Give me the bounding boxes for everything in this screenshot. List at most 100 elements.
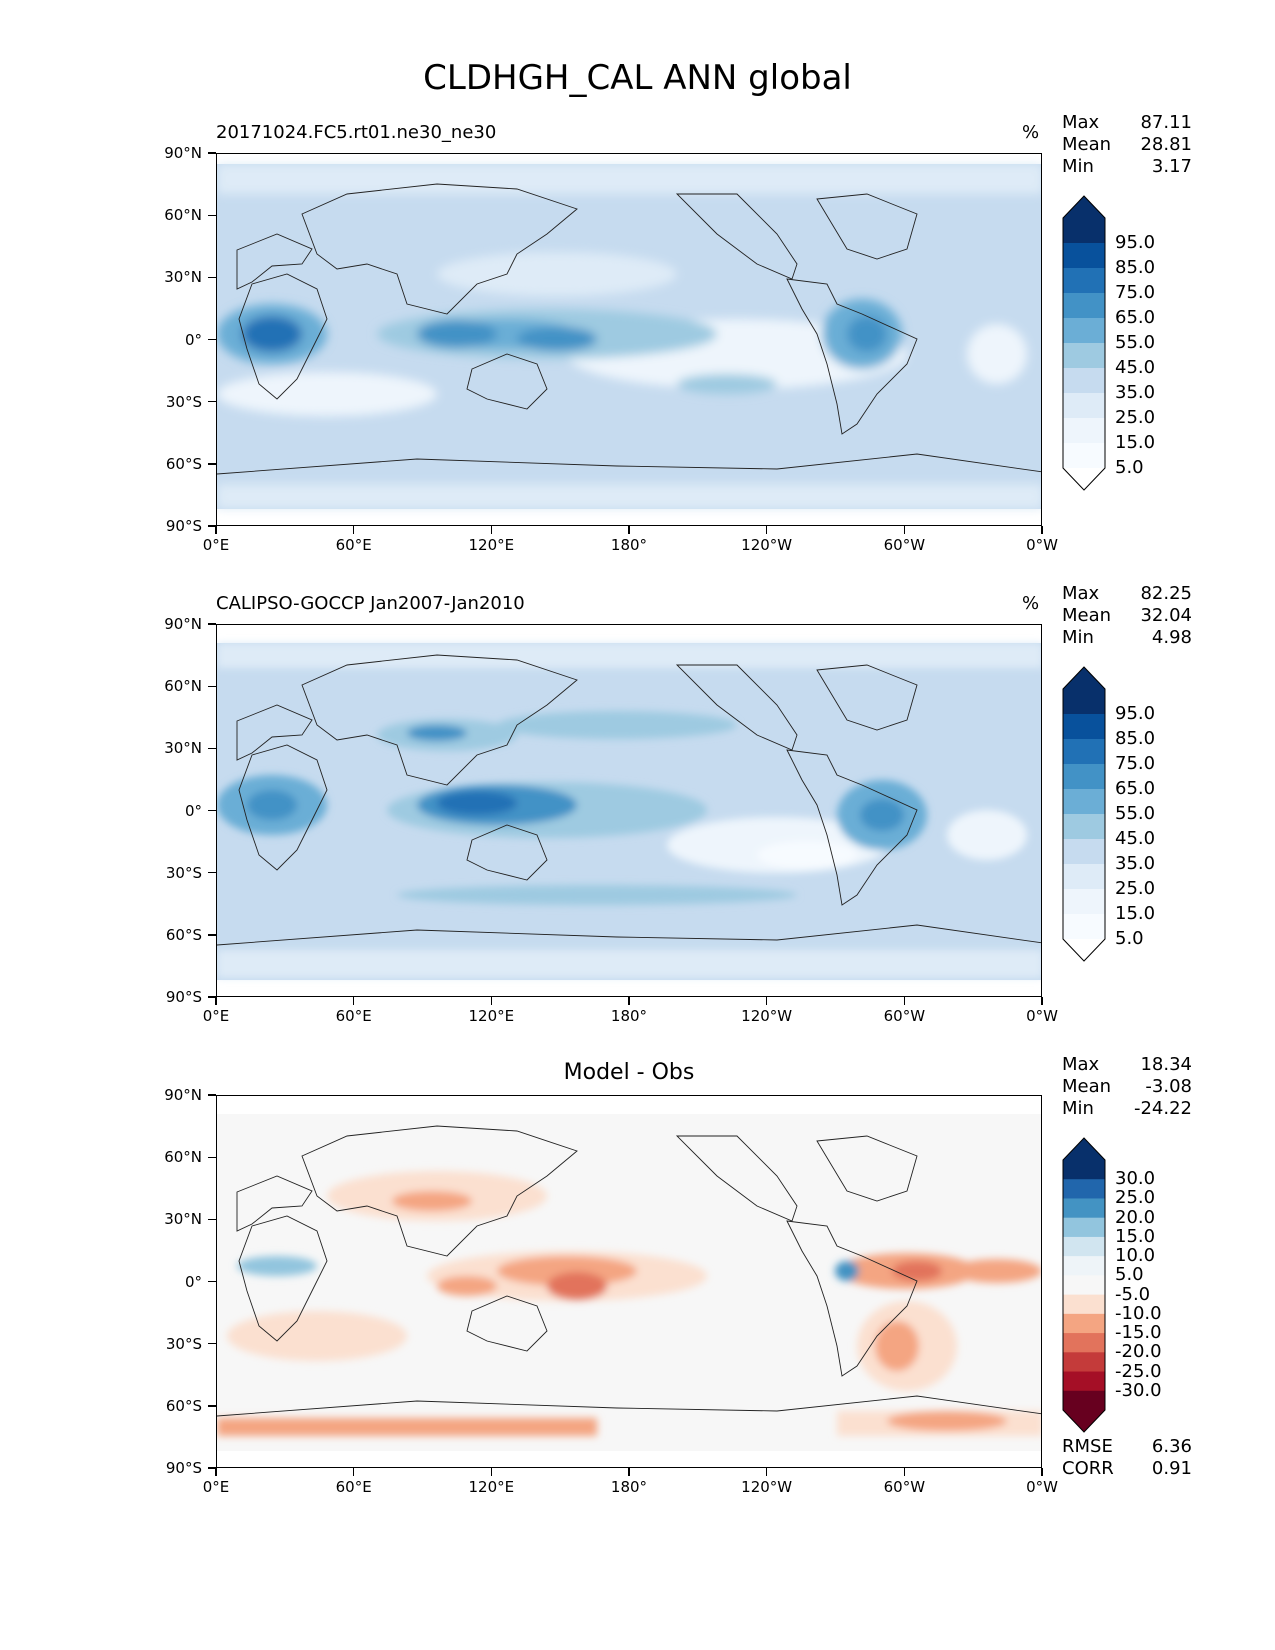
colorbar-segment (1063, 1179, 1105, 1199)
lon-tick-mark (903, 526, 906, 534)
colorbar-extend-min (1063, 468, 1105, 490)
lat-tick-mark (208, 525, 216, 527)
colorbar-tick-label: 20.0 (1115, 1206, 1156, 1228)
colorbar-segment (1063, 689, 1105, 715)
lat-tick-mark (208, 747, 216, 750)
colorbar-segment (1063, 914, 1105, 940)
colorbar-tick-label: 65.0 (1115, 778, 1156, 799)
lat-tick-mark (208, 214, 216, 216)
lat-tick-mark (208, 1343, 216, 1345)
colorbar-segment (1063, 1275, 1105, 1296)
colorbar-extend-min (1063, 1410, 1105, 1432)
lat-tick-label: 30°N (164, 268, 202, 287)
map-field (217, 154, 1041, 525)
colorbar-segment (1063, 443, 1105, 469)
colorbar-tick-label: 95.0 (1115, 232, 1156, 253)
colorbar-tick-label: -25.0 (1115, 1360, 1162, 1382)
lon-tick-mark (490, 1468, 493, 1476)
colorbar-segment (1063, 1390, 1105, 1411)
colorbar-tick-label: 55.0 (1115, 332, 1156, 353)
lon-tick-label: 0°E (202, 536, 230, 554)
colorbar-tick-label: 45.0 (1115, 828, 1156, 849)
colorbar-segment (1063, 243, 1105, 269)
lon-tick-mark (628, 526, 630, 534)
colorbar-tick-label: 25.0 (1115, 878, 1156, 899)
lat-tick-label: 30°S (165, 863, 202, 882)
lon-tick-label: 60°E (335, 536, 372, 554)
lat-tick-mark (208, 1156, 216, 1158)
units-label: % (1022, 122, 1040, 143)
colorbar-segment (1063, 1333, 1105, 1353)
panel-title: Model - Obs (563, 1060, 695, 1085)
lon-tick-mark (490, 997, 493, 1005)
lon-tick-mark (1041, 997, 1043, 1005)
colorbar-segment (1063, 1217, 1105, 1238)
colorbar-segment (1063, 764, 1105, 790)
lat-tick-label: 90°S (165, 517, 202, 535)
lon-tick-mark (628, 1468, 630, 1476)
lat-tick-label: 60°N (164, 1148, 202, 1167)
colorbar-segment (1063, 1236, 1105, 1257)
colorbar-tick-label: 85.0 (1115, 257, 1156, 278)
lon-tick-label: 0°E (202, 1007, 230, 1025)
lat-tick-label: 90°S (165, 1459, 202, 1477)
colorbar-segment (1063, 418, 1105, 444)
colorbar-tick-label: 5.0 (1115, 457, 1144, 478)
colorbar-segment (1063, 368, 1105, 394)
colorbar-tick-label: 95.0 (1115, 703, 1156, 724)
lat-tick-label: 30°S (165, 1334, 202, 1353)
map-field (217, 1096, 1041, 1467)
lat-tick-mark (208, 934, 216, 936)
lon-tick-label: 0°W (1026, 1478, 1058, 1496)
colorbar-graphic (1062, 1137, 1106, 1433)
lat-tick-label: 60°S (165, 925, 202, 944)
colorbar-tick-label: 15.0 (1115, 432, 1156, 453)
lat-tick-mark (208, 685, 216, 687)
lon-tick-label: 180° (610, 536, 648, 554)
colorbar-tick-label: -10.0 (1115, 1302, 1162, 1324)
lon-tick-mark (1041, 526, 1043, 534)
lon-tick-label: 120°W (741, 1007, 793, 1025)
map-plot-area (216, 624, 1042, 997)
lat-tick-label: 0° (184, 801, 202, 820)
colorbar-tick-label: 75.0 (1115, 753, 1156, 774)
map-plot-area (216, 153, 1042, 526)
lat-tick-label: 60°S (165, 1396, 202, 1415)
colorbar (1062, 666, 1106, 966)
colorbar-graphic (1062, 666, 1106, 962)
colorbar-segment (1063, 1371, 1105, 1392)
lat-tick-label: 90°S (165, 988, 202, 1006)
lon-tick-mark (766, 526, 768, 534)
colorbar-tick-label: 15.0 (1115, 1225, 1156, 1247)
lat-tick-label: 90°N (164, 1086, 202, 1104)
lon-tick-mark (903, 997, 906, 1005)
colorbar-segment (1063, 1256, 1105, 1276)
lon-tick-label: 60°E (335, 1007, 372, 1025)
colorbar-extend-min (1063, 939, 1105, 961)
lat-tick-mark (208, 996, 216, 998)
colorbar-extend-max (1063, 667, 1105, 689)
observation-panel: CALIPSO-GOCCP Jan2007-Jan2010 % (0, 471, 1275, 1025)
colorbar-segment (1063, 789, 1105, 815)
lat-tick-mark (208, 463, 216, 465)
lon-tick-mark (215, 997, 217, 1005)
lat-tick-mark (208, 1467, 216, 1469)
map-field (217, 625, 1041, 996)
lat-tick-mark (208, 401, 216, 403)
lon-tick-mark (353, 997, 355, 1005)
colorbar-segment (1063, 864, 1105, 890)
colorbar-tick-label: 85.0 (1115, 728, 1156, 749)
lon-tick-label: 0°E (202, 1478, 230, 1496)
lat-tick-label: 30°N (164, 739, 202, 758)
colorbar-segment (1063, 293, 1105, 319)
lon-tick-label: 120°W (741, 536, 793, 554)
colorbar-tick-label: 5.0 (1115, 928, 1144, 949)
units-label: % (1022, 593, 1040, 614)
lat-tick-label: 30°N (164, 1210, 202, 1229)
colorbar-segment (1063, 393, 1105, 419)
lat-tick-label: 60°S (165, 454, 202, 473)
colorbar-tick-label: 15.0 (1115, 903, 1156, 924)
colorbar-segment (1063, 714, 1105, 740)
colorbar-segment (1063, 1313, 1105, 1334)
lon-tick-mark (628, 997, 630, 1005)
